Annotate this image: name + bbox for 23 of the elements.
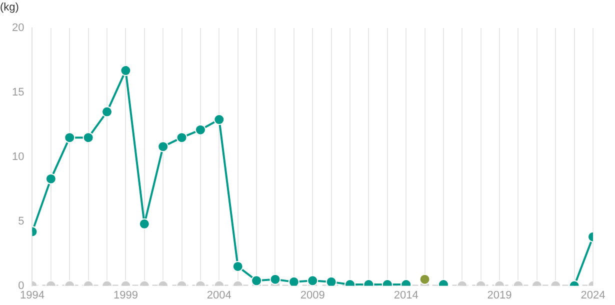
point [45,173,56,184]
x-tick-label: 2014 [394,289,418,302]
y-tick-label: 5 [18,215,24,228]
y-axis-title: (kg) [0,2,19,14]
x-tick-label: 2004 [206,289,232,302]
x-tick-label: 1999 [113,289,138,302]
y-tick-label: 20 [12,22,24,34]
point [176,132,188,144]
x-tick-label: 2009 [300,289,325,302]
y-tick-label: 10 [12,150,24,163]
y-tick-label: 0 [18,280,24,292]
point [64,132,76,144]
point [102,106,113,118]
point [82,132,94,144]
y-tick-label: 15 [12,86,24,98]
point [138,218,150,230]
point [194,124,206,136]
x-tick-label: 2024 [580,289,606,302]
point [120,65,132,76]
x-tick-label: 1994 [20,289,44,302]
point [214,114,225,126]
point [158,141,169,152]
x-tick-label: 2019 [487,289,512,302]
